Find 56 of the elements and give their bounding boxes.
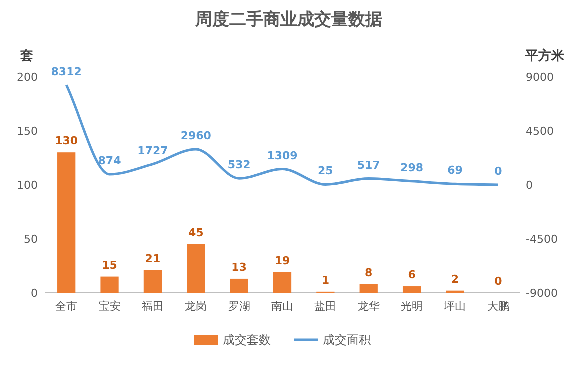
data-label: 1309 [267,149,298,162]
y2-tick-label: 4500 [526,125,554,138]
bar [273,272,292,293]
chart-title: 周度二手商业成交量数据 [194,10,382,30]
data-label: 6 [408,268,416,282]
x-tick-label: 宝安 [98,300,121,313]
data-label: 8 [365,266,373,280]
x-tick-label: 坪山 [443,300,466,313]
data-label: 21 [145,252,161,266]
x-tick-label: 罗湖 [228,300,250,313]
y-tick-label: 0 [31,287,38,300]
bar [144,270,162,293]
bar [402,286,422,293]
data-label: 1 [322,274,330,287]
bar [230,278,248,293]
y-axis-title: 套 [20,49,34,64]
x-tick-label: 全市 [56,300,78,313]
y2-tick-label: 0 [526,179,533,192]
bar [187,244,206,293]
x-tick-label: 光明 [401,300,424,313]
data-label: 298 [400,161,424,174]
data-label: 0 [494,275,503,288]
y-tick-label: 50 [24,233,38,246]
data-label: 19 [274,254,290,268]
data-label: 69 [448,164,463,178]
data-label: 45 [188,226,204,240]
data-label: 15 [102,258,118,272]
y2-tick-label: -9000 [526,287,558,300]
y-tick-label: 150 [17,125,38,138]
bar [100,276,119,293]
data-label: 532 [228,158,251,172]
data-label: 13 [232,260,247,274]
data-label: 25 [318,164,334,178]
y2-axis-title: 平方米 [524,48,566,64]
x-tick-label: 盐田 [314,300,337,313]
legend-label: 成交套数 [223,333,271,347]
data-label: 874 [98,154,122,168]
bar [58,152,76,293]
x-tick-label: 南山 [272,300,294,313]
data-label: 517 [357,158,380,172]
data-label: 130 [55,134,78,148]
data-label: 0 [494,165,503,178]
y2-tick-label: 9000 [526,71,554,84]
data-label: 8312 [51,65,82,78]
y2-tick-label: -4500 [526,233,558,246]
x-tick-label: 福田 [142,300,164,313]
y-tick-label: 200 [17,71,38,84]
legend-label: 成交面积 [323,333,371,347]
x-tick-label: 龙华 [358,300,380,313]
y-tick-label: 100 [17,179,38,192]
x-tick-label: 大鹏 [487,300,510,313]
data-label: 1727 [138,144,168,158]
x-tick-label: 龙岗 [185,300,208,313]
data-label: 2960 [180,129,212,142]
data-label: 2 [451,272,460,286]
bar [360,284,378,293]
